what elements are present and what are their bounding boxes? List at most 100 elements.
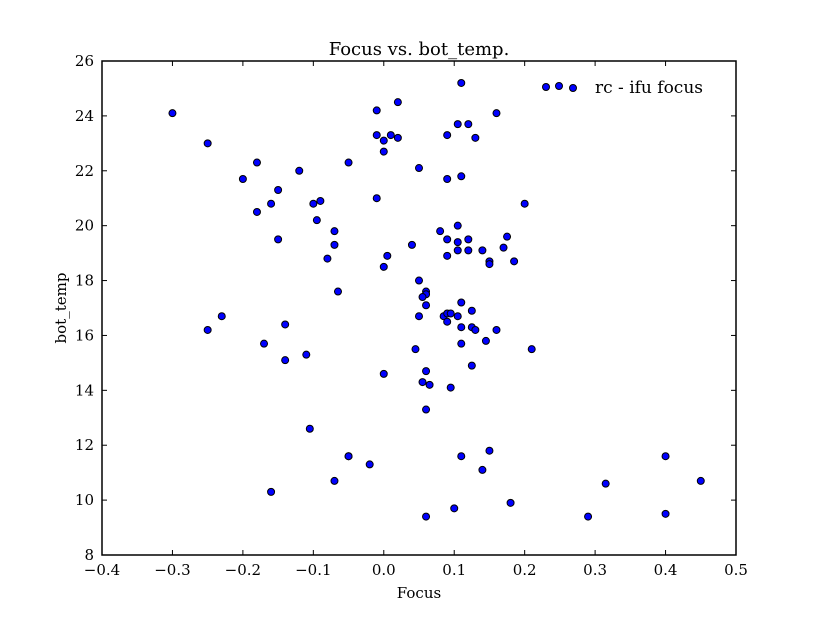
data-point bbox=[344, 158, 353, 167]
data-point bbox=[305, 424, 314, 433]
data-point bbox=[411, 345, 420, 354]
data-point bbox=[295, 166, 304, 175]
data-point bbox=[168, 109, 177, 118]
data-point bbox=[379, 136, 388, 145]
y-axis-label: bot_temp bbox=[52, 273, 70, 344]
data-point bbox=[203, 325, 212, 334]
data-point bbox=[467, 306, 476, 315]
data-point bbox=[510, 257, 519, 266]
data-point bbox=[443, 317, 452, 326]
x-tick-label: 0.4 bbox=[654, 561, 678, 579]
y-tick-label: 14 bbox=[75, 381, 94, 399]
data-point bbox=[453, 238, 462, 247]
data-point bbox=[471, 133, 480, 142]
data-point bbox=[379, 147, 388, 156]
data-point bbox=[457, 78, 466, 87]
data-point bbox=[309, 199, 318, 208]
data-points bbox=[168, 78, 705, 521]
data-point bbox=[415, 312, 423, 321]
x-tick-label: 0.1 bbox=[442, 561, 466, 579]
data-point bbox=[584, 512, 593, 521]
data-point bbox=[274, 185, 283, 194]
data-point bbox=[425, 380, 434, 389]
data-point bbox=[252, 207, 261, 216]
data-point bbox=[333, 287, 342, 296]
data-point bbox=[696, 476, 705, 485]
x-tick-label: −0.2 bbox=[225, 561, 261, 579]
x-tick-label: 0.5 bbox=[724, 561, 748, 579]
x-axis-label: Focus bbox=[397, 584, 441, 602]
data-point bbox=[312, 216, 321, 225]
legend: rc - ifu focus bbox=[542, 78, 703, 98]
y-tick-label: 8 bbox=[84, 546, 94, 564]
data-point bbox=[365, 460, 374, 469]
data-point bbox=[492, 109, 501, 118]
data-point bbox=[443, 251, 452, 260]
data-point bbox=[453, 246, 462, 255]
data-point bbox=[415, 276, 423, 285]
data-point bbox=[302, 350, 311, 359]
data-point bbox=[499, 243, 508, 252]
data-point bbox=[478, 246, 487, 255]
data-point bbox=[506, 498, 515, 507]
x-tick-label: −0.4 bbox=[84, 561, 120, 579]
data-point bbox=[383, 251, 392, 260]
data-point bbox=[393, 133, 402, 142]
y-tick-label: 22 bbox=[75, 162, 94, 180]
x-tick-label: 0.3 bbox=[583, 561, 607, 579]
data-point bbox=[527, 345, 536, 354]
data-point bbox=[661, 452, 670, 461]
y-tick-label: 16 bbox=[75, 326, 94, 344]
x-tick-label: 0.0 bbox=[372, 561, 396, 579]
data-point bbox=[372, 106, 381, 115]
legend-label: rc - ifu focus bbox=[595, 78, 703, 98]
x-tick-label: −0.3 bbox=[154, 561, 190, 579]
data-point bbox=[418, 293, 427, 302]
data-point bbox=[443, 175, 452, 184]
data-point bbox=[481, 336, 490, 345]
data-point bbox=[450, 504, 459, 513]
data-point bbox=[379, 262, 388, 271]
data-point bbox=[503, 232, 512, 241]
data-point bbox=[203, 139, 212, 148]
data-point bbox=[217, 312, 226, 321]
data-point bbox=[601, 479, 610, 488]
data-point bbox=[446, 383, 455, 392]
data-point bbox=[485, 260, 494, 269]
data-point bbox=[464, 120, 473, 129]
data-point bbox=[407, 240, 416, 249]
data-point bbox=[281, 320, 290, 329]
data-point bbox=[453, 221, 462, 230]
data-point bbox=[422, 405, 431, 414]
data-point bbox=[418, 378, 427, 387]
data-point bbox=[330, 227, 339, 236]
data-point bbox=[422, 301, 431, 310]
data-point bbox=[386, 131, 395, 140]
data-point bbox=[316, 196, 325, 205]
data-point bbox=[274, 235, 283, 244]
axis-ticks: −0.4 −0.3 −0.2 −0.1 0.0 0.1 0.2 0.3 0.4 0.5 8 10 12 1… bbox=[75, 52, 748, 579]
data-point bbox=[379, 369, 388, 378]
y-tick-label: 10 bbox=[75, 491, 94, 509]
data-point bbox=[252, 158, 261, 167]
data-point bbox=[344, 452, 353, 461]
data-point bbox=[661, 509, 670, 518]
data-point bbox=[422, 512, 431, 521]
x-tick-label: 0.2 bbox=[513, 561, 537, 579]
data-point bbox=[457, 323, 466, 332]
y-tick-label: 24 bbox=[75, 107, 94, 125]
data-point bbox=[415, 164, 423, 173]
y-tick-label: 20 bbox=[75, 217, 94, 235]
data-point bbox=[330, 240, 339, 249]
data-point bbox=[443, 131, 452, 140]
legend-marker bbox=[569, 84, 577, 92]
data-point bbox=[457, 298, 466, 307]
data-point bbox=[393, 98, 402, 107]
data-point bbox=[446, 309, 455, 318]
data-point bbox=[422, 367, 431, 376]
data-point bbox=[443, 235, 452, 244]
chart-title: Focus vs. bot_temp. bbox=[329, 39, 510, 60]
data-point bbox=[267, 199, 276, 208]
data-point bbox=[457, 339, 466, 348]
legend-marker bbox=[555, 82, 563, 90]
